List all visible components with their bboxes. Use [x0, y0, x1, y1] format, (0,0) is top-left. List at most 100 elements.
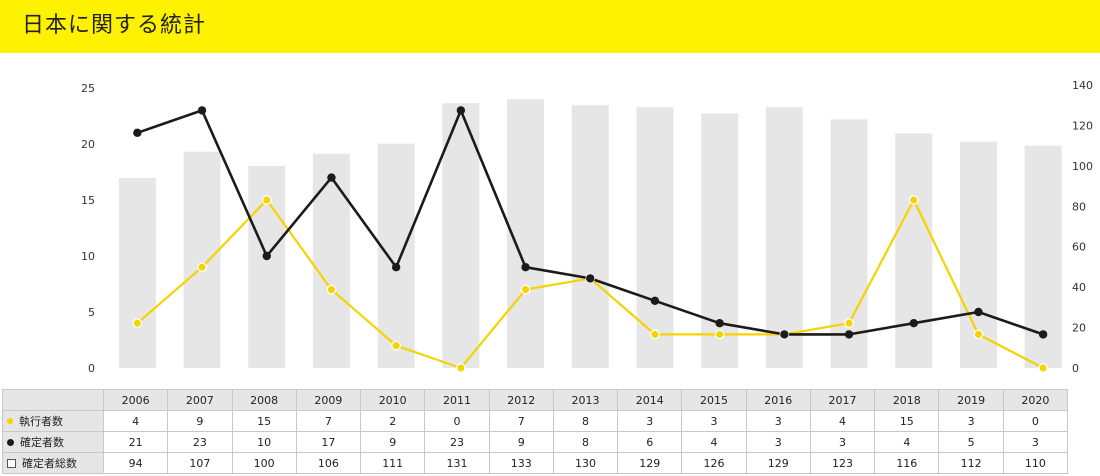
- year-header: 2018: [874, 389, 940, 411]
- point-exec-2010: [391, 340, 401, 351]
- table-cell: 123: [809, 452, 876, 474]
- series-name: 確定者数: [20, 436, 64, 449]
- right-tick-label: 20: [1072, 322, 1086, 335]
- bar-2009: [312, 153, 350, 368]
- table-cell: 112: [938, 452, 1004, 474]
- right-tick-label: 40: [1072, 281, 1086, 294]
- combo-chart: 0 5 10 15 20 25 0 20 40 60 80 100 120 140: [81, 79, 1093, 375]
- right-tick-label: 140: [1072, 79, 1093, 92]
- year-header: 2011: [424, 389, 490, 411]
- point-conf-2019: [974, 307, 983, 317]
- table-cell: 3: [938, 410, 1004, 432]
- table-cell: 3: [1002, 431, 1069, 453]
- point-conf-2013: [586, 274, 595, 283]
- point-conf-2010: [391, 263, 401, 272]
- table-cell: 129: [617, 452, 683, 474]
- point-conf-2017: [844, 330, 854, 339]
- year-header: 2012: [488, 389, 554, 411]
- year-header: 2006: [102, 389, 169, 411]
- left-tick-label: 25: [81, 82, 95, 95]
- point-exec-2011: [455, 363, 466, 373]
- year-header: 2007: [167, 389, 233, 411]
- table-row: 確定者数 21 23 10 17 9 23 9 8 6 4 3 3 4 5 3: [2, 431, 1069, 453]
- right-tick-label: 60: [1072, 241, 1086, 254]
- table-cell: 21: [102, 431, 169, 453]
- left-tick-label: 10: [81, 250, 95, 263]
- bar-2014: [636, 107, 674, 368]
- year-header: 2016: [745, 389, 811, 411]
- bar-2012: [507, 99, 545, 369]
- year-header: 2008: [231, 389, 297, 411]
- table-row: 確定者総数 94 107 100 106 111 131 133 130 129 126 129 123…: [2, 452, 1069, 474]
- table-cell: 0: [1002, 410, 1069, 432]
- year-header: 2010: [360, 389, 426, 411]
- table-cell: 130: [552, 452, 619, 474]
- table-cell: 4: [681, 431, 747, 453]
- point-exec-2018: [908, 195, 919, 205]
- point-conf-2006: [133, 128, 142, 137]
- table-cell: 9: [167, 410, 233, 432]
- table-cell: 126: [681, 452, 747, 474]
- table-cell: 9: [360, 431, 426, 453]
- table-cell: 7: [295, 410, 362, 432]
- row-label: 執行者数: [2, 410, 104, 432]
- point-exec-2017: [844, 318, 854, 329]
- point-conf-2014: [650, 296, 660, 305]
- point-conf-2011: [456, 106, 466, 115]
- bar-2011: [442, 103, 480, 368]
- table-cell: 133: [488, 452, 554, 474]
- right-tick-label: 100: [1072, 160, 1093, 173]
- black-dot-icon: [7, 438, 14, 446]
- series-name: 確定者総数: [22, 457, 77, 470]
- point-exec-2012: [520, 284, 531, 295]
- bar-2016: [765, 107, 803, 368]
- yellow-dot-icon: [7, 418, 13, 424]
- left-axis: 0 5 10 15 20 25: [81, 82, 95, 375]
- point-conf-2018: [909, 319, 918, 328]
- table-cell: 94: [102, 452, 169, 474]
- point-exec-2020: [1038, 363, 1049, 373]
- table-corner: [2, 389, 104, 411]
- table-cell: 4: [102, 410, 169, 432]
- right-tick-label: 0: [1072, 362, 1079, 375]
- table-cell: 111: [360, 452, 426, 474]
- page-title: 日本に関する統計: [22, 13, 207, 38]
- table-row: 執行者数 4 9 15 7 2 0 7 8 3 3 3 4 15 3 0: [2, 410, 1069, 432]
- data-table: 2006 2007 2008 2009 2010 2011 2012 2013 2014 2015…: [2, 389, 1069, 474]
- right-tick-label: 80: [1072, 200, 1086, 213]
- right-tick-label: 120: [1072, 119, 1093, 132]
- point-exec-2008: [261, 195, 272, 205]
- bar-2010: [377, 143, 415, 368]
- row-label: 確定者総数: [2, 452, 104, 474]
- year-header: 2020: [1002, 389, 1069, 411]
- table-cell: 4: [874, 431, 940, 453]
- table-cell: 107: [167, 452, 233, 474]
- table-cell: 17: [295, 431, 362, 453]
- table-cell: 3: [617, 410, 683, 432]
- row-label: 確定者数: [2, 431, 104, 453]
- table-cell: 15: [231, 410, 297, 432]
- year-header: 2014: [617, 389, 683, 411]
- point-conf-2020: [1038, 330, 1048, 339]
- bar-2007: [183, 151, 221, 368]
- point-conf-2008: [262, 251, 271, 261]
- point-conf-2015: [715, 319, 724, 328]
- table-cell: 15: [874, 410, 940, 432]
- table-cell: 3: [809, 431, 876, 453]
- year-header: 2009: [295, 389, 362, 411]
- point-exec-2019: [973, 329, 984, 340]
- year-header: 2015: [681, 389, 747, 411]
- table-cell: 4: [809, 410, 876, 432]
- year-header: 2019: [938, 389, 1004, 411]
- point-exec-2007: [197, 262, 207, 273]
- table-cell: 8: [552, 410, 619, 432]
- table-cell: 3: [745, 431, 811, 453]
- table-cell: 8: [552, 431, 619, 453]
- left-tick-label: 0: [88, 362, 95, 375]
- year-header: 2017: [809, 389, 876, 411]
- point-exec-2014: [650, 329, 660, 340]
- table-cell: 6: [617, 431, 683, 453]
- point-layer: [132, 106, 1049, 373]
- table-header-row: 2006 2007 2008 2009 2010 2011 2012 2013 2014 2015…: [2, 389, 1069, 411]
- table-cell: 23: [424, 431, 490, 453]
